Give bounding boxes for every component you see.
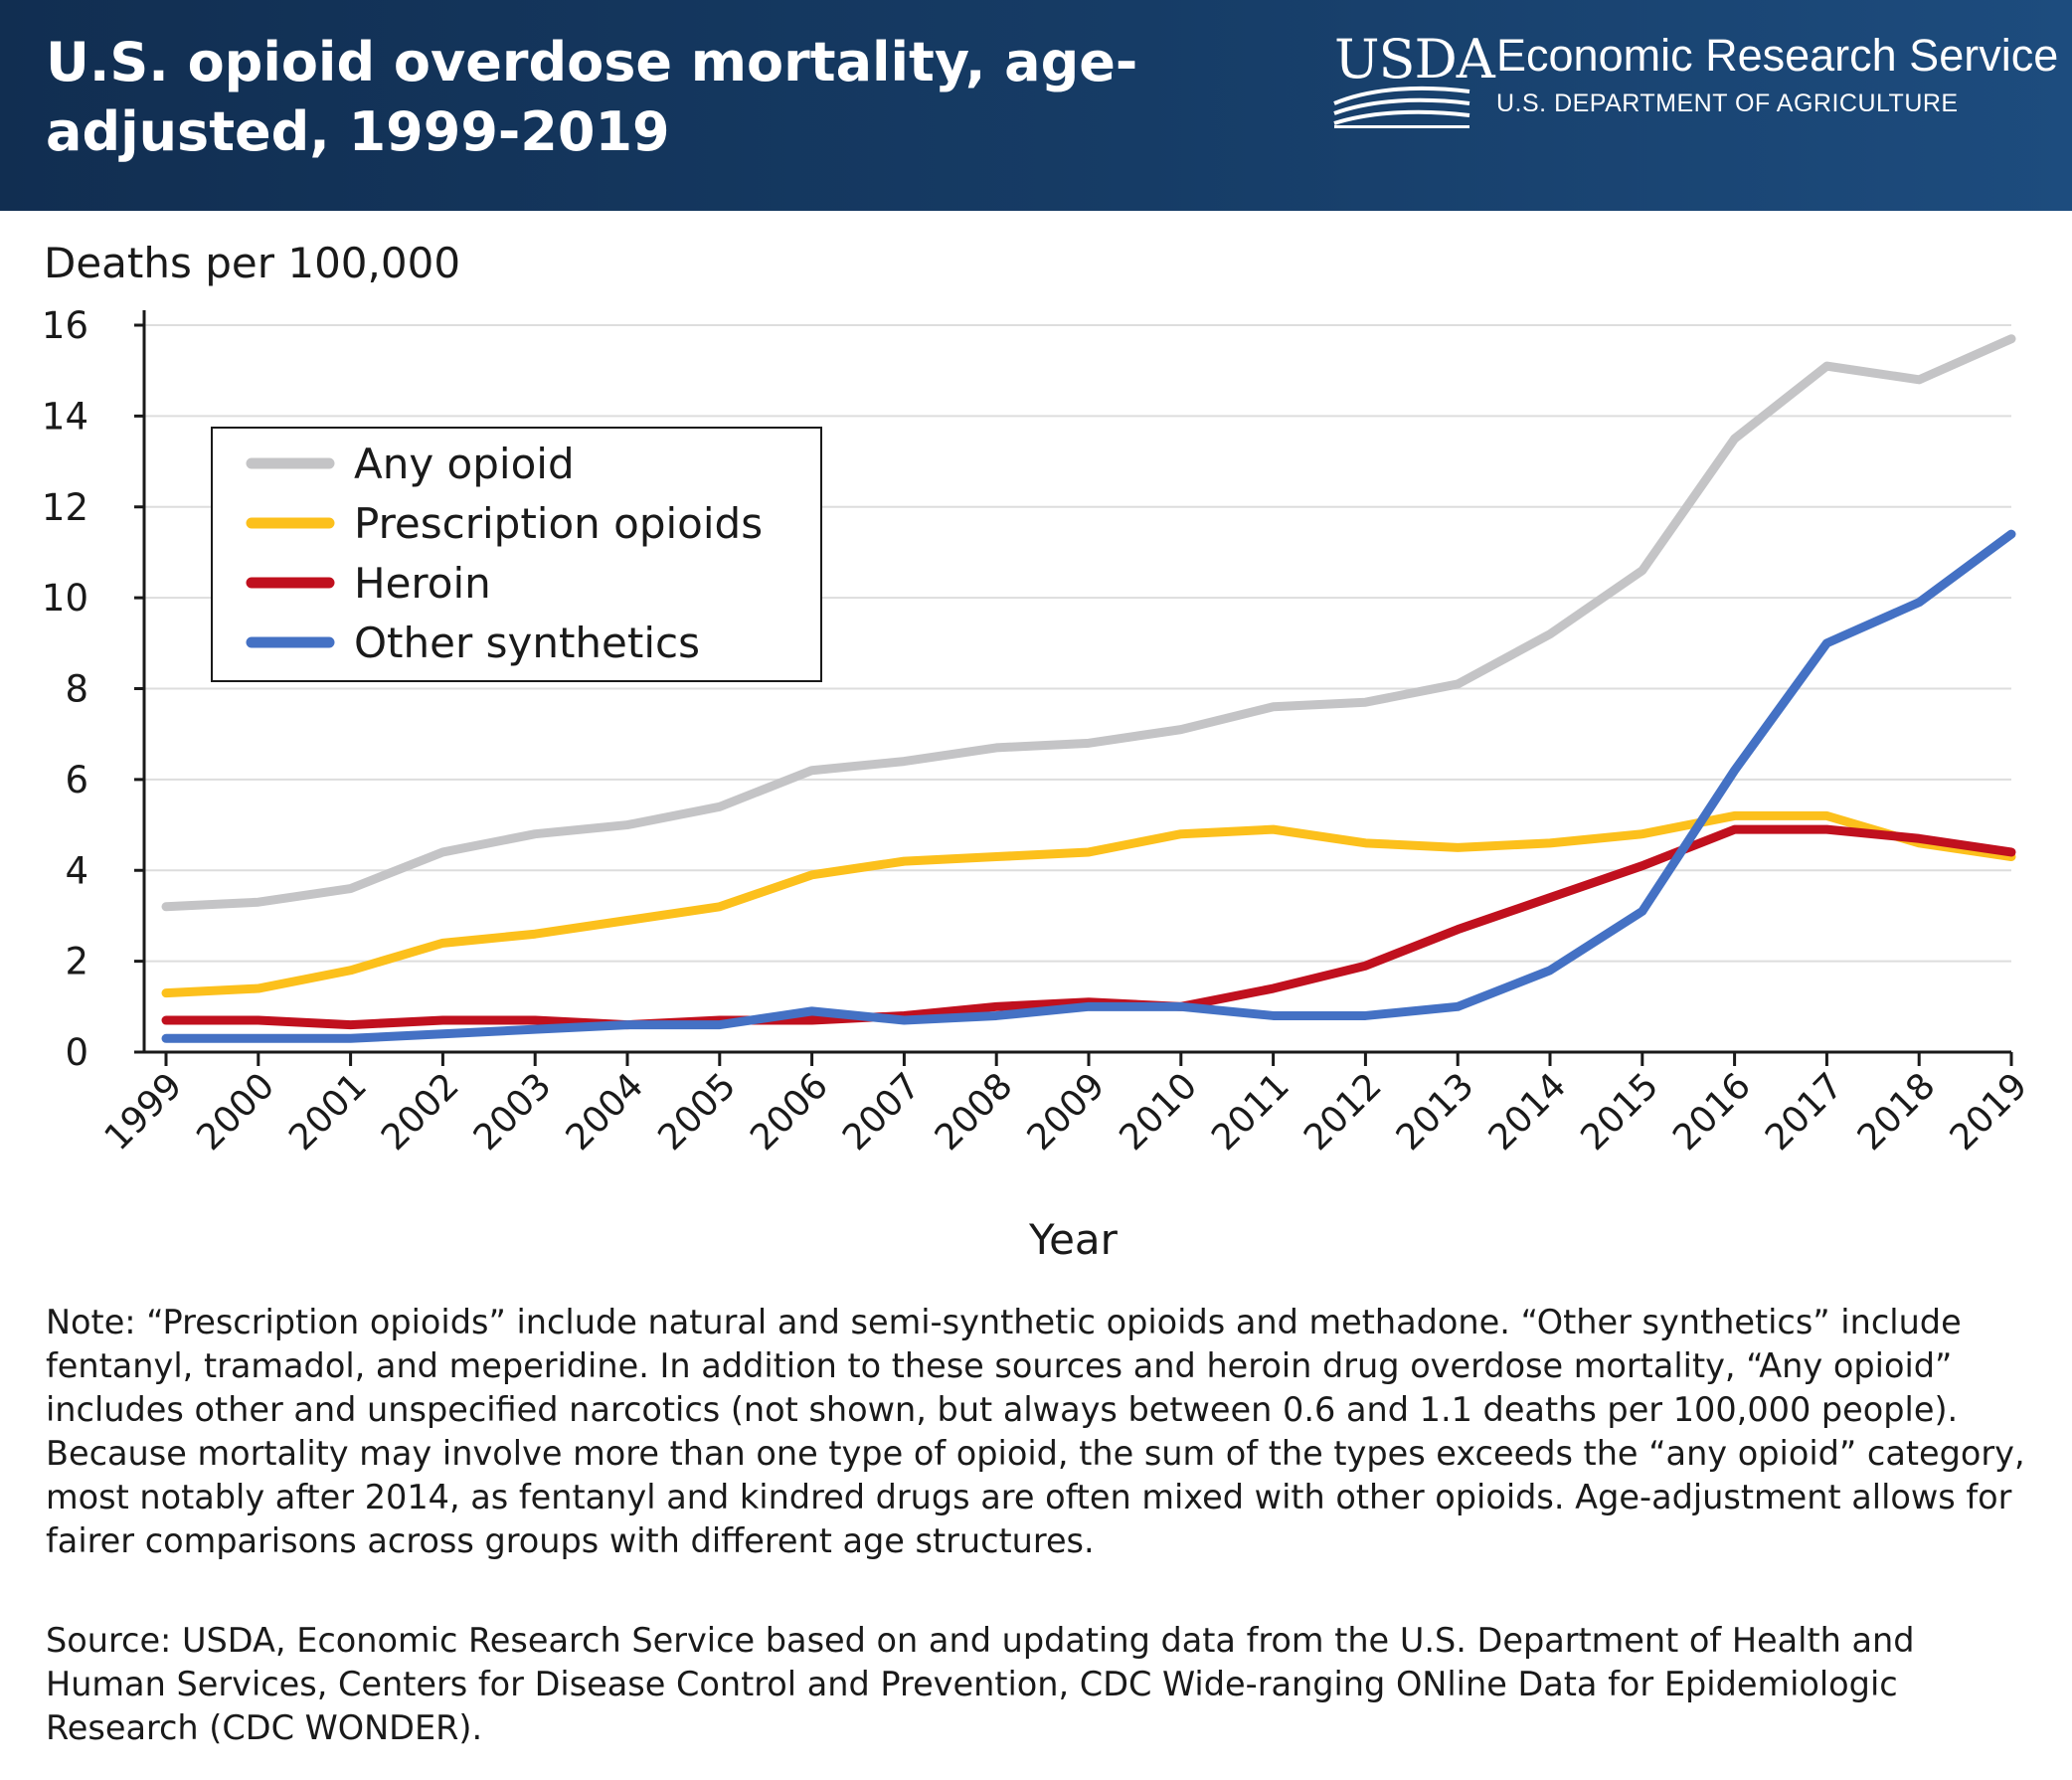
x-tick-label: 2002 <box>374 1065 467 1158</box>
chart-title: U.S. opioid overdose mortality, age-adju… <box>46 31 1138 163</box>
x-tick-label: 2012 <box>1296 1065 1390 1158</box>
legend-label: Other synthetics <box>354 619 700 667</box>
legend-label: Prescription opioids <box>354 499 763 548</box>
x-tick-label: 2019 <box>1943 1065 2036 1158</box>
x-tick-label: 2008 <box>928 1065 1021 1158</box>
series-lines <box>161 334 2016 1043</box>
y-tick-label: 10 <box>42 577 88 620</box>
agency-name: Economic Research Service <box>1496 30 2059 81</box>
usda-logo-text: USDA <box>1334 28 1495 90</box>
header-banner: U.S. opioid overdose mortality, age-adju… <box>0 0 2072 211</box>
chart-source: Source: USDA, Economic Research Service … <box>46 1621 1915 1747</box>
y-tick-labels: 0 2 4 6 8 10 12 14 16 <box>42 304 88 1074</box>
legend: Any opioid Prescription opioids Heroin Othe… <box>211 427 822 682</box>
x-tick-label: 2006 <box>743 1065 836 1158</box>
x-tick-label: 2018 <box>1850 1065 1944 1158</box>
x-tick-label: 2010 <box>1112 1065 1205 1158</box>
series-line-other-synthetics <box>161 529 2016 1043</box>
x-tick-label: 2016 <box>1665 1065 1759 1158</box>
x-tick-label: 2000 <box>189 1065 282 1158</box>
y-tick-label: 4 <box>65 849 88 892</box>
usda-logo-icon <box>1333 86 1470 128</box>
y-tick-label: 8 <box>65 668 88 711</box>
series-line-any-opioid <box>161 334 2016 912</box>
legend-label: Any opioid <box>354 440 575 488</box>
x-tick-label: 2007 <box>835 1065 929 1158</box>
x-tick-labels: 1999 2000 2001 2002 2003 2004 2005 2006 2007 2008… <box>97 1065 2036 1158</box>
department-name: U.S. DEPARTMENT OF AGRICULTURE <box>1496 89 1959 117</box>
x-tick-label: 1999 <box>97 1065 191 1158</box>
x-axis-label: Year <box>1029 1215 1118 1264</box>
y-axis-label: Deaths per 100,000 <box>44 239 461 287</box>
x-tick-label: 2005 <box>650 1065 744 1158</box>
y-tick-label: 6 <box>65 759 88 801</box>
y-tick-label: 0 <box>65 1031 88 1074</box>
x-tick-label: 2011 <box>1204 1065 1297 1158</box>
x-tick-label: 2017 <box>1758 1065 1851 1158</box>
y-tick-label: 12 <box>42 486 88 529</box>
legend-label: Heroin <box>354 559 491 608</box>
x-tick-label: 2004 <box>559 1065 652 1158</box>
x-tick-label: 2001 <box>281 1065 375 1158</box>
series-line-prescription-opioids <box>161 810 2016 998</box>
y-tick-label: 14 <box>42 395 88 438</box>
series-line-heroin <box>161 824 2016 1030</box>
chart-note: Note: “Prescription opioids” include nat… <box>46 1303 2025 1560</box>
y-tick-label: 16 <box>42 304 88 347</box>
axes <box>134 310 2013 1066</box>
x-tick-label: 2009 <box>1020 1065 1114 1158</box>
y-tick-label: 2 <box>65 941 88 983</box>
x-tick-label: 2014 <box>1481 1065 1575 1158</box>
x-tick-label: 2003 <box>466 1065 560 1158</box>
x-tick-label: 2013 <box>1389 1065 1482 1158</box>
x-tick-label: 2015 <box>1573 1065 1666 1158</box>
